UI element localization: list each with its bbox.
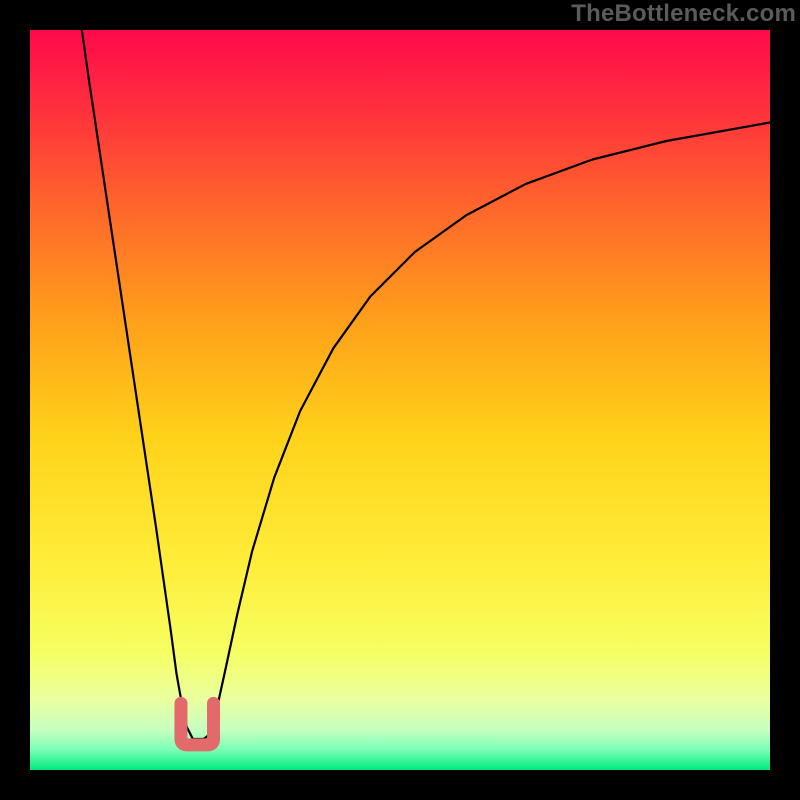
plot-area <box>30 30 770 770</box>
watermark-text: TheBottleneck.com <box>571 0 796 28</box>
chart-canvas: TheBottleneck.com <box>0 0 800 800</box>
minimum-marker <box>30 30 770 770</box>
